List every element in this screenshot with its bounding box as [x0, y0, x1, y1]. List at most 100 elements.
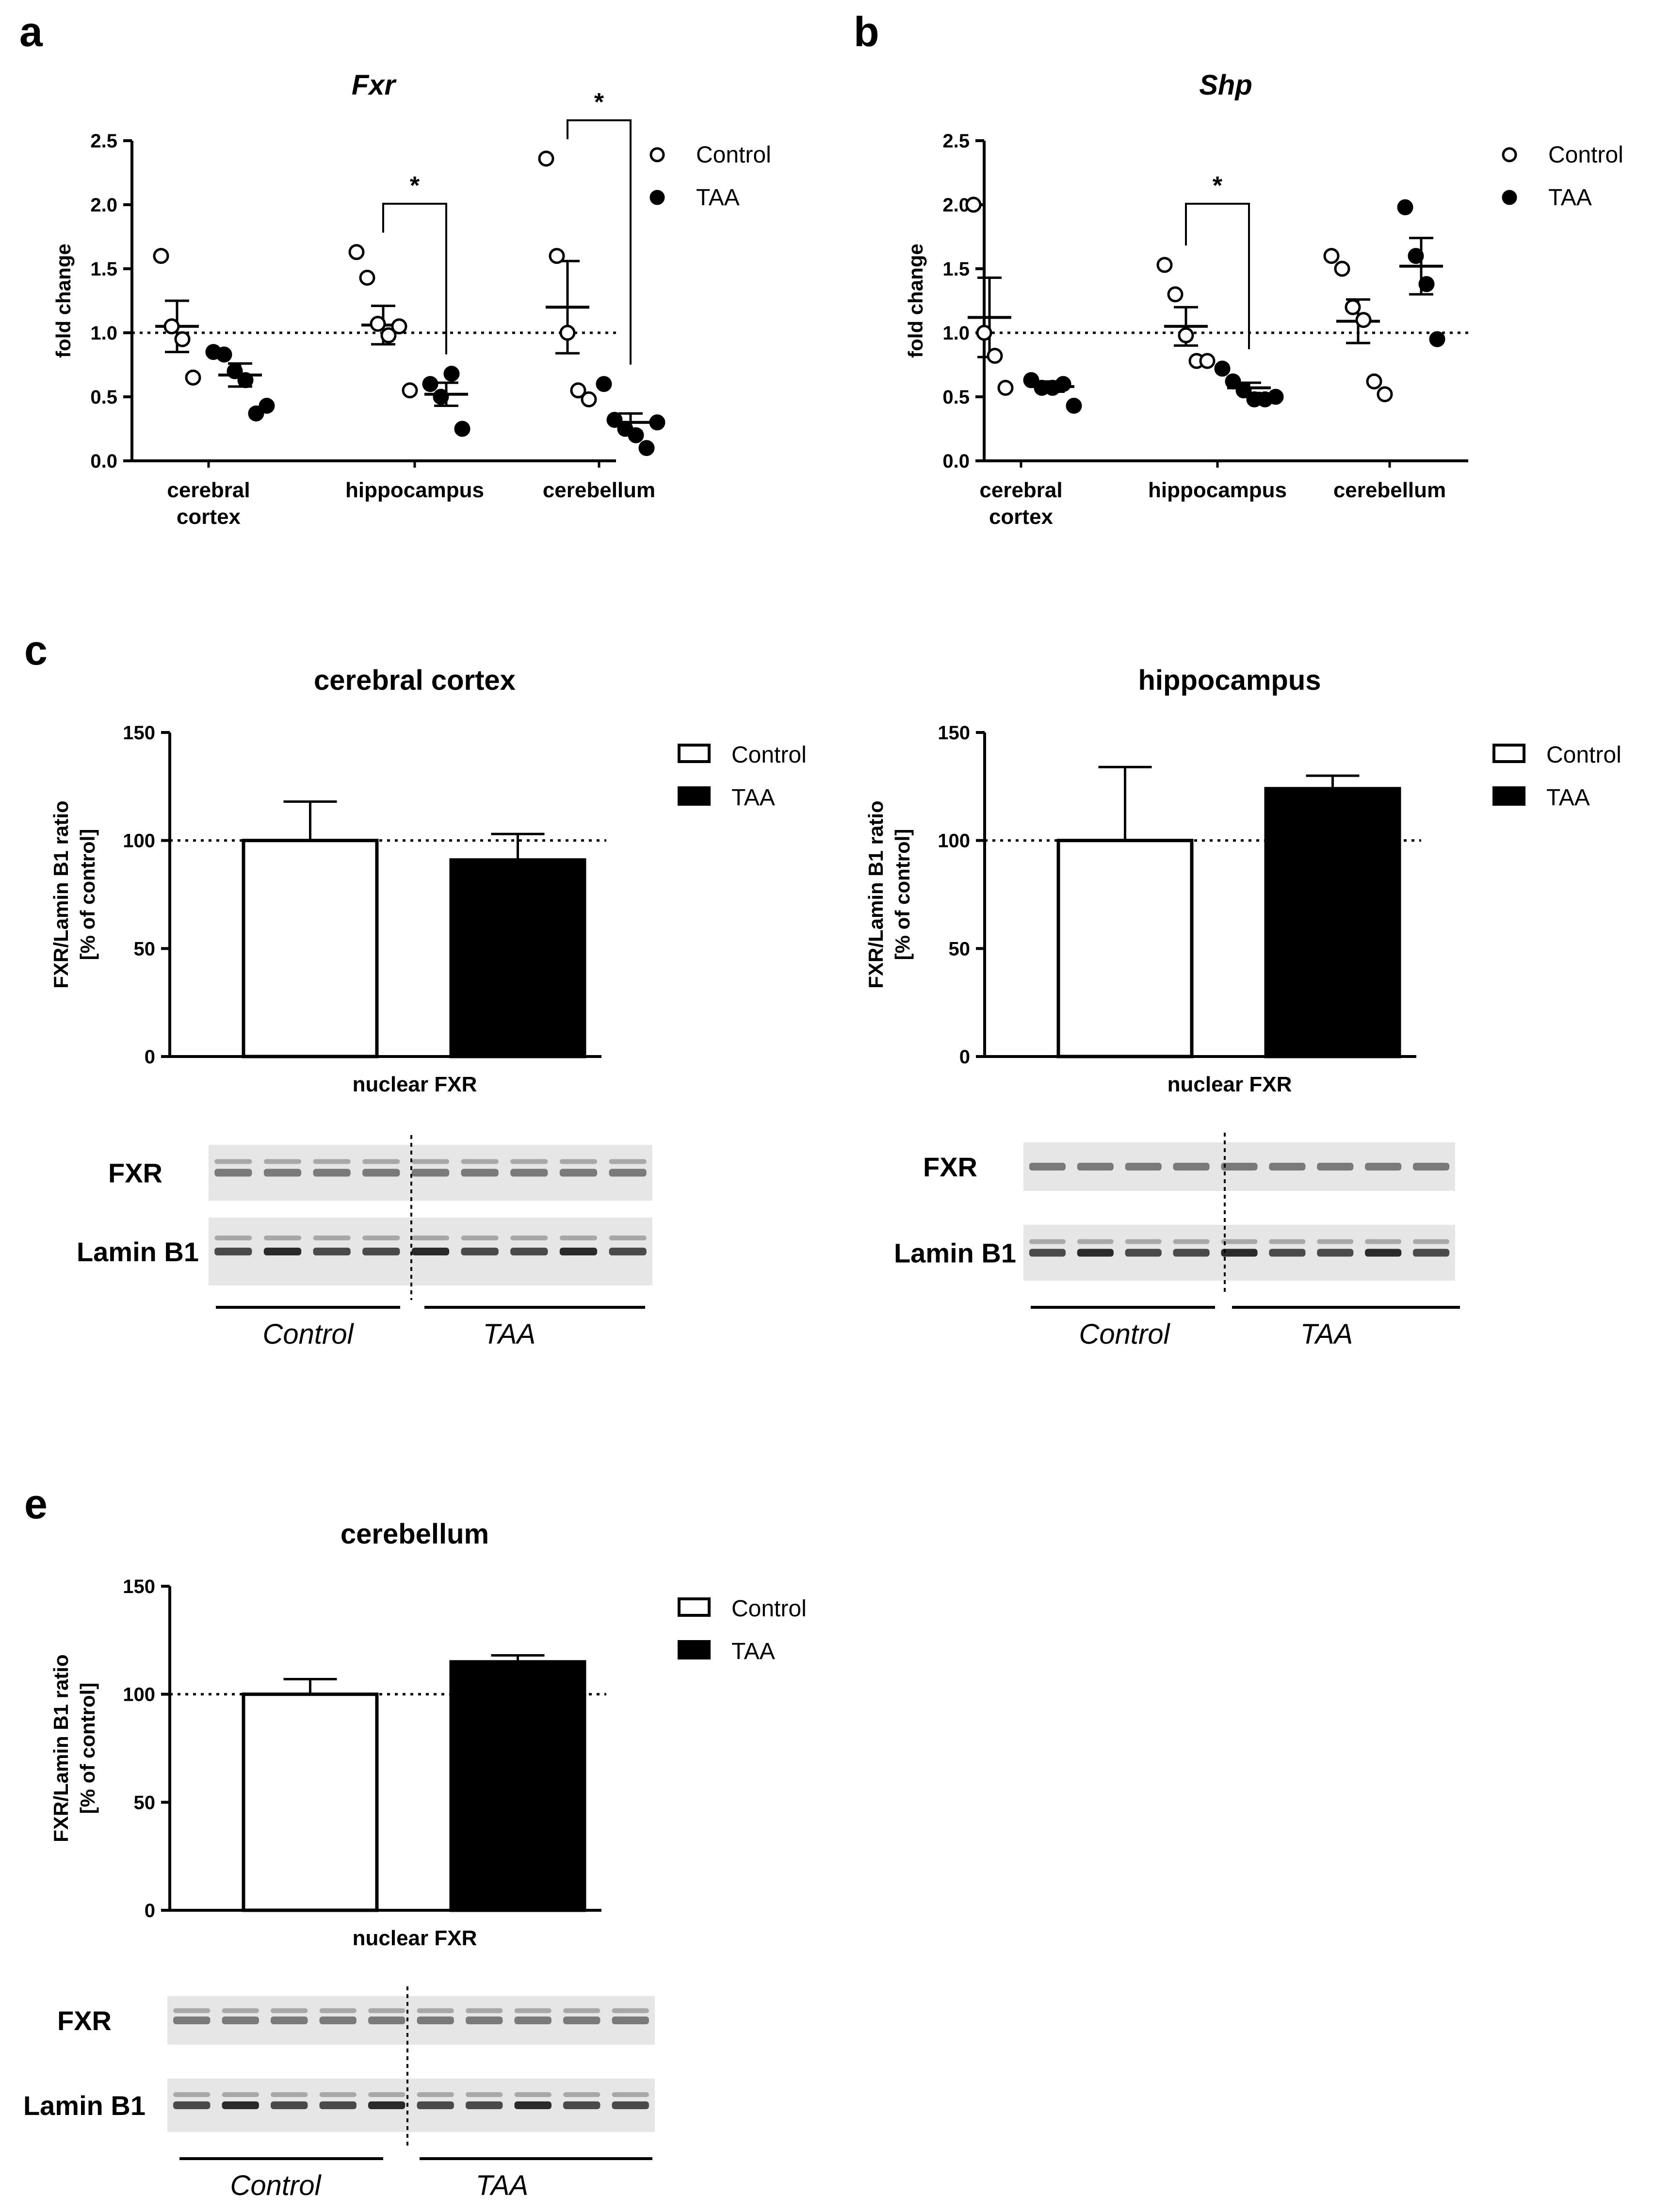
legend-marker [649, 190, 665, 205]
data-point [606, 412, 623, 428]
blot-band-faint [612, 2092, 649, 2097]
category-label: hippocampus [345, 478, 484, 502]
bar-control [1056, 839, 1194, 1058]
legend-label: Control [1548, 142, 1623, 168]
blot-band-faint [271, 2092, 308, 2097]
blot-band-faint [313, 1236, 351, 1240]
blot-band [362, 1248, 400, 1255]
blot-band [319, 2101, 357, 2109]
blot-band-faint [609, 1159, 647, 1164]
data-point [1429, 331, 1445, 347]
panel-d: dhippocampus050100150FXR/Lamin B1 ratio[… [864, 665, 1622, 1096]
blot-band [461, 1169, 499, 1177]
blot-band [563, 2017, 600, 2024]
data-point [1023, 372, 1039, 389]
y-axis-label: fold change [904, 244, 927, 358]
blot-band [559, 1248, 598, 1255]
blot-band-faint [1269, 1239, 1306, 1244]
blot-band [1221, 1249, 1258, 1257]
blot-band-faint [222, 2008, 259, 2013]
y-tick-label: 2.5 [90, 130, 117, 152]
blot-band-faint [271, 2008, 308, 2013]
data-point [227, 363, 243, 379]
blot-band [271, 2101, 308, 2109]
y-tick-label: 150 [123, 722, 155, 744]
blot-c: FXR Lamin B1 Control TAA [77, 1135, 652, 1350]
blot-band-faint [173, 2092, 211, 2097]
y-tick-label: 100 [123, 1684, 155, 1706]
y-tick-label: 50 [949, 938, 971, 960]
blot-band [173, 2101, 211, 2109]
blot-e: FXR Lamin B1 Control TAA [23, 1986, 655, 2201]
bar-control [242, 1692, 379, 1912]
data-point [359, 269, 375, 286]
blot-band [1269, 1163, 1306, 1171]
blot-band [1029, 1163, 1066, 1171]
significance-bracket [567, 119, 632, 365]
panel-letter: a [19, 9, 43, 55]
blot-band-faint [559, 1159, 598, 1164]
legend-swatch [678, 744, 711, 763]
data-point [1377, 386, 1393, 403]
blot-band [313, 1169, 351, 1177]
group-label: Control [1079, 1318, 1171, 1350]
legend-label: Control [1546, 742, 1622, 768]
legend-swatch [1492, 786, 1525, 806]
significance-label: * [1213, 172, 1223, 200]
blot-row-label: FXR [923, 1152, 977, 1182]
blot-band [1221, 1163, 1258, 1171]
data-point [1156, 257, 1173, 273]
blot-band [263, 1169, 302, 1177]
blot-band-faint [417, 2008, 454, 2013]
blot-band [609, 1248, 647, 1255]
blot-band [1077, 1163, 1114, 1171]
blot-band [510, 1248, 548, 1255]
blot-band-faint [1077, 1239, 1114, 1244]
chart-title: cerebellum [341, 1518, 489, 1550]
data-point [1366, 373, 1382, 390]
blot-band-faint [411, 1159, 450, 1164]
blot-band [368, 2017, 405, 2024]
data-point [370, 316, 386, 332]
data-point [163, 318, 180, 335]
blot-band-faint [466, 2008, 503, 2013]
blot-band-faint [563, 2008, 600, 2013]
blot-band-faint [461, 1236, 499, 1240]
blot-band [1125, 1163, 1162, 1171]
blot-band [263, 1248, 302, 1255]
y-tick-label: 100 [938, 830, 970, 852]
blot-row-label: FXR [57, 2005, 112, 2036]
blot-row-label: Lamin B1 [77, 1236, 199, 1267]
y-tick-label: 0.0 [90, 451, 117, 472]
category-label: cortex [177, 505, 241, 529]
data-point [1323, 248, 1340, 264]
blot-band [559, 1169, 598, 1177]
legend-marker [1502, 190, 1517, 205]
blot-band-faint [1412, 1239, 1450, 1244]
y-tick-label: 2.0 [942, 195, 970, 216]
blot-band [368, 2101, 405, 2109]
blot-band-faint [559, 1236, 598, 1240]
y-tick-label: 0 [959, 1046, 970, 1068]
blot-band [1317, 1249, 1354, 1257]
blot-row-label: Lamin B1 [23, 2090, 146, 2121]
legend-label: TAA [1548, 185, 1592, 211]
data-point [185, 369, 201, 386]
blot-band-faint [466, 2092, 503, 2097]
data-point [216, 346, 232, 363]
y-tick-label: 0 [145, 1900, 155, 1921]
blot-band-faint [263, 1236, 302, 1240]
y-tick-label: 150 [123, 1576, 155, 1597]
blot-band [1365, 1163, 1402, 1171]
data-point [259, 397, 275, 414]
x-axis-label: nuclear FXR [353, 1926, 477, 1950]
data-point [174, 331, 191, 347]
legend-label: Control [731, 742, 807, 768]
panel-e: e cerebellum 0 50 100 150 FXR/Lamin B1 ratio [%… [24, 1481, 807, 1950]
data-point [649, 414, 665, 431]
blot-band-faint [368, 2008, 405, 2013]
data-point [976, 325, 992, 341]
data-point [454, 421, 470, 437]
blot-band [319, 2017, 357, 2024]
